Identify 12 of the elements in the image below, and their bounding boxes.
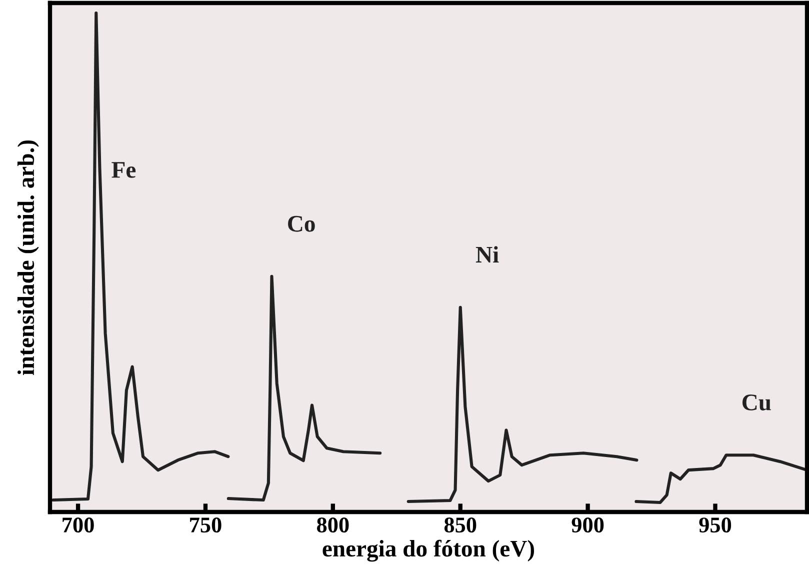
text: Co xyxy=(288,216,315,232)
x-tick-label: 850 xyxy=(444,518,476,532)
x-tick-label: 950 xyxy=(699,518,732,532)
series-label: Fe xyxy=(112,162,136,178)
y-axis-title: intensidade (unid. arb.) xyxy=(17,140,39,376)
x-tick-label: 900 xyxy=(572,518,604,532)
x-tick-label: 700 xyxy=(62,518,94,532)
x-tick-label: 800 xyxy=(316,518,349,532)
series-label: Cu xyxy=(742,394,771,410)
text: Ni xyxy=(476,246,499,262)
x-axis-title: energia do fóton (eV) xyxy=(322,540,534,562)
x-tick-label: 750 xyxy=(190,518,222,532)
